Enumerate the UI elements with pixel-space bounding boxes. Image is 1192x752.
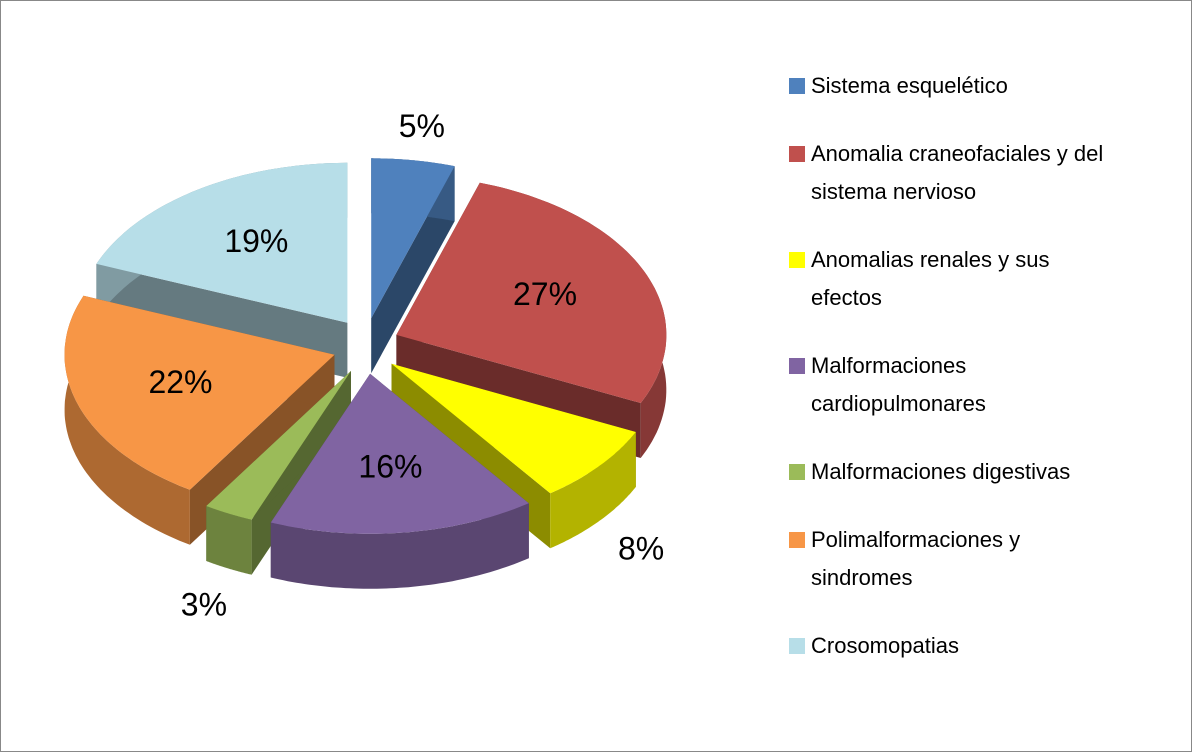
data-label: 22% [148, 364, 212, 400]
data-label: 19% [224, 223, 288, 259]
legend-entry: Sistema esquelético [789, 67, 1129, 105]
data-label: 8% [618, 531, 664, 567]
legend-entry: Anomalia craneofaciales y del sistema ne… [789, 135, 1129, 211]
slice-side [550, 432, 636, 549]
legend-entry: Malformaciones cardiopulmonares [789, 347, 1129, 423]
legend-entry: Polimalformaciones y sindromes [789, 521, 1129, 597]
slice [96, 162, 348, 323]
legend-swatch [789, 532, 805, 548]
slice-side [206, 506, 252, 575]
legend-swatch [789, 146, 805, 162]
legend-swatch [789, 358, 805, 374]
legend: Sistema esquelético Anomalia craneofacial… [789, 67, 1129, 665]
legend-entry: Malformaciones digestivas [789, 453, 1129, 491]
legend-label: Malformaciones cardiopulmonares [811, 353, 986, 416]
slice-side [270, 503, 529, 589]
legend-swatch [789, 464, 805, 480]
data-label: 16% [358, 448, 422, 484]
slice [270, 373, 529, 534]
legend-label: Anomalia craneofaciales y del sistema ne… [811, 141, 1104, 204]
legend-swatch [789, 638, 805, 654]
slice [64, 295, 335, 490]
legend-entry: Anomalias renales y sus efectos [789, 241, 1129, 317]
legend-swatch [789, 252, 805, 268]
slice [371, 158, 455, 319]
data-label: 3% [181, 586, 227, 622]
legend-label: Polimalformaciones y sindromes [811, 527, 1021, 590]
legend-label: Crosomopatias [811, 633, 959, 658]
legend-label: Malformaciones digestivas [811, 459, 1071, 484]
slice-side [64, 295, 190, 545]
slice-side [371, 166, 455, 374]
data-label: 5% [399, 108, 445, 144]
slice [396, 182, 667, 403]
legend-label: Anomalias renales y sus efectos [811, 247, 1050, 310]
slice [391, 363, 636, 494]
data-label: 27% [513, 276, 577, 312]
slice [206, 370, 351, 520]
legend-entry: Crosomopatias [789, 627, 1129, 665]
legend-label: Sistema esquelético [811, 73, 1008, 98]
legend-swatch [789, 78, 805, 94]
